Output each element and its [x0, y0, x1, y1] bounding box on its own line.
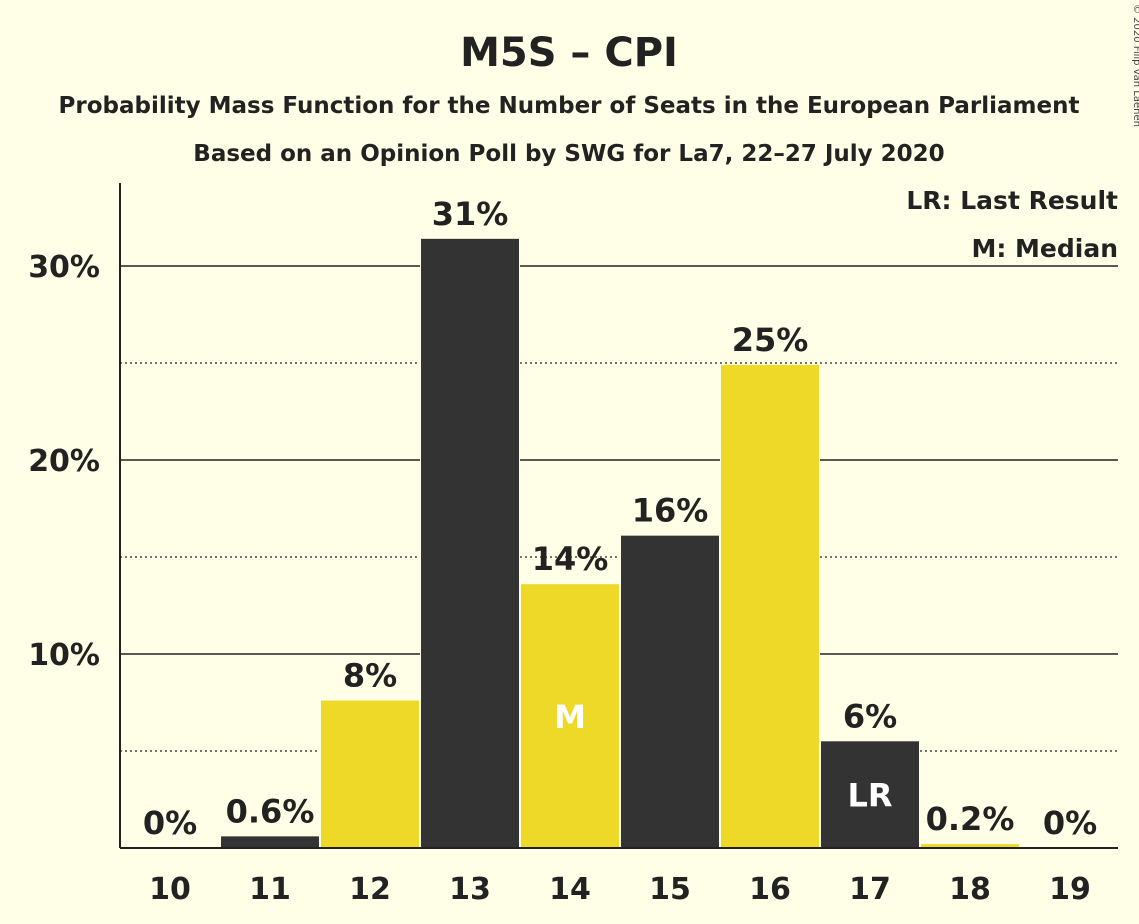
chart-subtitle-2: Based on an Opinion Poll by SWG for La7,…: [193, 141, 944, 167]
x-tick-label: 15: [649, 872, 691, 907]
copyright-note: © 2020 Filip van Laenen: [1131, 4, 1139, 127]
data-label: 0%: [143, 804, 197, 842]
data-label: 6%: [843, 697, 897, 735]
bar: [421, 238, 519, 849]
bar: [921, 844, 1019, 848]
chart-title: M5S – CPI: [460, 30, 678, 76]
grid-lines: 10% 20% 30%: [28, 250, 1118, 752]
x-tick-label: 10: [149, 872, 191, 907]
x-tick-label: 13: [449, 872, 491, 907]
x-tick-label: 11: [249, 872, 291, 907]
bar: [821, 741, 919, 848]
data-labels-group: 0% 10 0.6% 11 8% 12 31% 13 14% 14 16% 15 25% 16 6% 17 0.…: [143, 195, 1097, 907]
last-result-marker: LR: [847, 777, 892, 815]
chart-subtitle: Probability Mass Function for the Number…: [59, 93, 1080, 119]
legend-last-result: LR: Last Result: [906, 186, 1118, 215]
data-label: 31%: [432, 195, 509, 233]
x-tick-label: 17: [849, 872, 891, 907]
data-label: 0%: [1043, 804, 1097, 842]
bar: [621, 535, 719, 848]
data-label: 0.2%: [926, 800, 1015, 838]
y-tick-label: 30%: [28, 250, 100, 285]
data-label: 16%: [632, 492, 709, 530]
x-tick-label: 12: [349, 872, 391, 907]
x-tick-label: 19: [1049, 872, 1091, 907]
data-label: 8%: [343, 657, 397, 695]
bars-group: [220, 238, 1020, 849]
bar: [321, 700, 419, 848]
y-tick-label: 20%: [28, 444, 100, 479]
x-tick-label: 16: [749, 872, 791, 907]
bar: [721, 364, 819, 848]
axes-group: [119, 183, 1118, 849]
x-tick-label: 14: [549, 872, 591, 907]
data-label: 25%: [732, 321, 809, 359]
bar: [521, 584, 619, 848]
legend-median: M: Median: [971, 234, 1118, 263]
x-tick-label: 18: [949, 872, 991, 907]
data-label: 14%: [532, 540, 609, 578]
y-tick-label: 10%: [28, 638, 100, 673]
bar: [221, 836, 319, 848]
median-marker: M: [554, 698, 586, 736]
data-label: 0.6%: [226, 792, 315, 830]
